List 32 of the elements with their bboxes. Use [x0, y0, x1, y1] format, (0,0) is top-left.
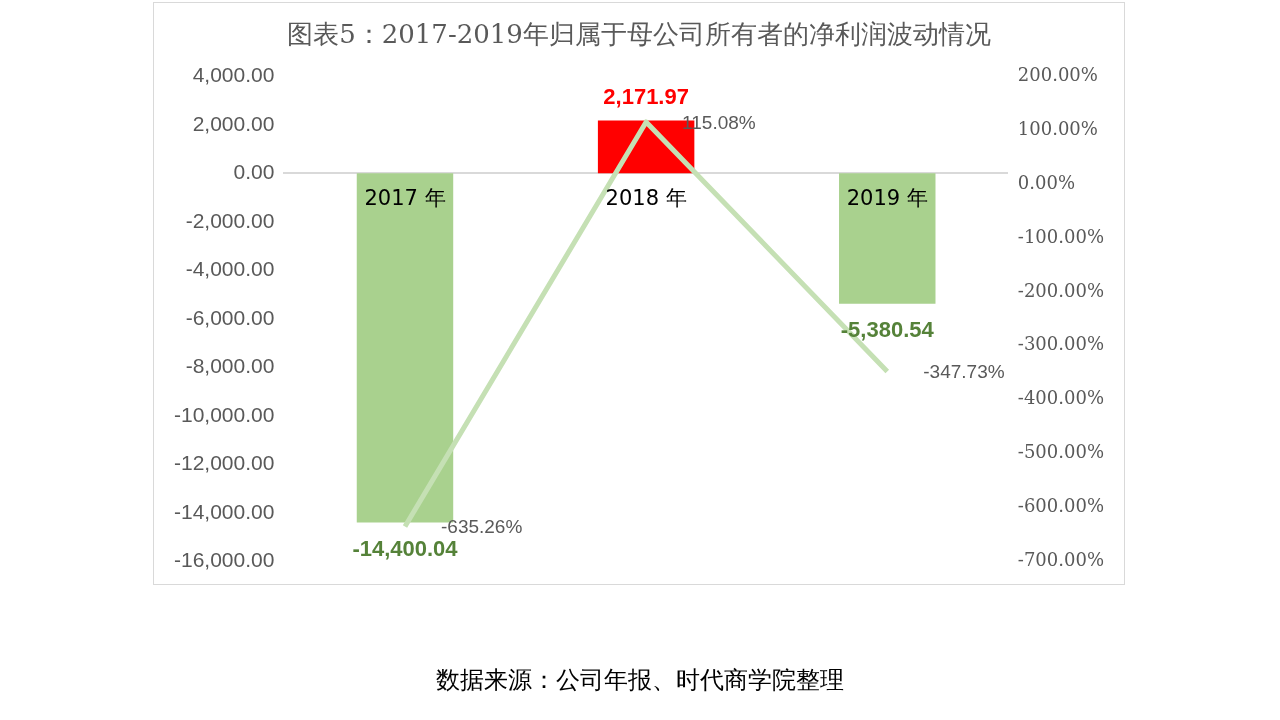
- y-tick-label: -8,000.00: [185, 354, 275, 378]
- y2-tick-label: -300.00%: [1017, 333, 1104, 355]
- data-label: -635.26%: [440, 516, 523, 538]
- y2-tick-label: -400.00%: [1017, 387, 1104, 409]
- y2-tick-label: -100.00%: [1017, 225, 1104, 247]
- y-tick-label: -12,000.00: [173, 451, 275, 475]
- chart-title: 图表5：2017-2019年归属于母公司所有者的净利润波动情况: [287, 19, 991, 50]
- y-tick-label: -4,000.00: [185, 257, 275, 281]
- y2-tick-label: -600.00%: [1017, 495, 1104, 517]
- x-tick-label: 2019 年: [846, 186, 928, 211]
- data-label: -5,380.54: [840, 316, 935, 342]
- source-note: 数据来源：公司年报、时代商学院整理: [435, 665, 845, 696]
- data-label: -347.73%: [923, 361, 1005, 383]
- x-tick-label: 2018 年: [605, 186, 687, 211]
- y-tick-label: -6,000.00: [185, 305, 275, 329]
- data-label: -14,400.04: [352, 535, 459, 561]
- x-tick-label: 2017 年: [364, 186, 446, 211]
- y-tick-label: 4,000.00: [192, 63, 275, 86]
- y2-tick-label: 0.00%: [1017, 171, 1076, 193]
- data-label: 2,171.97: [603, 83, 689, 109]
- y2-tick-label: 100.00%: [1017, 117, 1098, 139]
- y2-tick-label: -500.00%: [1017, 441, 1104, 463]
- y2-tick-label: -700.00%: [1017, 549, 1104, 571]
- y-tick-label: -2,000.00: [185, 208, 275, 232]
- y-tick-label: -16,000.00: [173, 548, 275, 572]
- y-tick-label: -14,000.00: [173, 499, 275, 523]
- y2-tick-label: -200.00%: [1017, 279, 1104, 301]
- y-tick-label: 2,000.00: [192, 111, 275, 135]
- y-tick-label: -10,000.00: [173, 402, 275, 426]
- data-label: 115.08%: [682, 111, 756, 133]
- y2-tick-label: 200.00%: [1017, 63, 1098, 85]
- y-tick-label: 0.00: [233, 160, 275, 184]
